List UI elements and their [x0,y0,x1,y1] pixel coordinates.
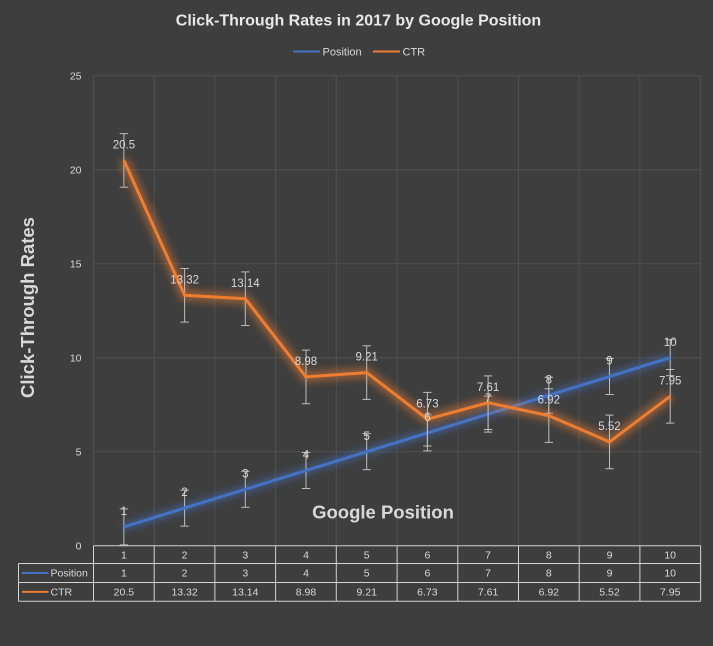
svg-text:CTR: CTR [51,587,73,599]
svg-text:20: 20 [70,165,82,177]
svg-text:5: 5 [76,446,82,458]
svg-text:7.95: 7.95 [660,587,681,599]
svg-text:Google Position: Google Position [312,501,454,522]
svg-text:7: 7 [485,393,491,405]
svg-text:Click-Through Rates in 2017 by: Click-Through Rates in 2017 by Google Po… [176,12,541,29]
svg-text:5.52: 5.52 [598,421,620,433]
svg-text:6: 6 [424,568,430,580]
svg-text:6.92: 6.92 [538,395,560,407]
svg-text:20.5: 20.5 [114,587,135,599]
svg-text:CTR: CTR [403,46,426,58]
svg-text:15: 15 [70,259,82,271]
svg-text:20.5: 20.5 [113,140,135,152]
svg-text:9: 9 [607,549,613,561]
svg-text:1: 1 [121,568,127,580]
svg-text:7.95: 7.95 [659,375,681,387]
svg-text:3: 3 [242,549,248,561]
svg-text:9: 9 [607,568,613,580]
svg-text:10: 10 [664,549,676,561]
svg-text:7: 7 [485,568,491,580]
svg-text:5: 5 [364,568,370,580]
svg-text:4: 4 [303,568,309,580]
svg-text:8: 8 [546,549,552,561]
svg-text:9.21: 9.21 [356,587,377,599]
svg-text:9.21: 9.21 [356,352,378,364]
svg-text:10: 10 [70,352,82,364]
svg-text:5: 5 [364,549,370,561]
svg-text:7.61: 7.61 [478,587,499,599]
svg-text:4: 4 [303,549,309,561]
svg-text:13.32: 13.32 [170,274,199,286]
svg-text:Click-Through Rates: Click-Through Rates [17,217,38,398]
svg-text:8: 8 [546,568,552,580]
svg-text:7.61: 7.61 [477,382,499,394]
svg-text:8: 8 [546,374,552,386]
svg-text:6: 6 [424,412,430,424]
svg-text:1: 1 [121,549,127,561]
svg-text:1: 1 [121,506,127,518]
svg-text:10: 10 [664,568,676,580]
svg-text:8.98: 8.98 [295,356,317,368]
svg-text:Position: Position [51,568,89,580]
svg-text:8.98: 8.98 [296,587,317,599]
svg-text:7: 7 [485,549,491,561]
svg-text:6.73: 6.73 [416,398,438,410]
svg-text:25: 25 [70,71,82,83]
svg-text:2: 2 [182,568,188,580]
svg-text:2: 2 [181,487,187,499]
svg-text:3: 3 [242,568,248,580]
svg-text:13.32: 13.32 [171,587,197,599]
svg-text:5.52: 5.52 [599,587,620,599]
svg-text:13.14: 13.14 [232,587,258,599]
svg-text:6: 6 [424,549,430,561]
svg-text:5: 5 [363,431,369,443]
svg-text:6.73: 6.73 [417,587,438,599]
svg-text:10: 10 [664,337,677,349]
svg-text:Position: Position [323,46,362,58]
svg-text:9: 9 [606,356,612,368]
svg-text:13.14: 13.14 [231,278,260,290]
svg-text:0: 0 [76,540,82,552]
svg-text:6.92: 6.92 [539,587,560,599]
svg-text:4: 4 [303,450,310,462]
svg-text:3: 3 [242,468,248,480]
svg-text:2: 2 [182,549,188,561]
